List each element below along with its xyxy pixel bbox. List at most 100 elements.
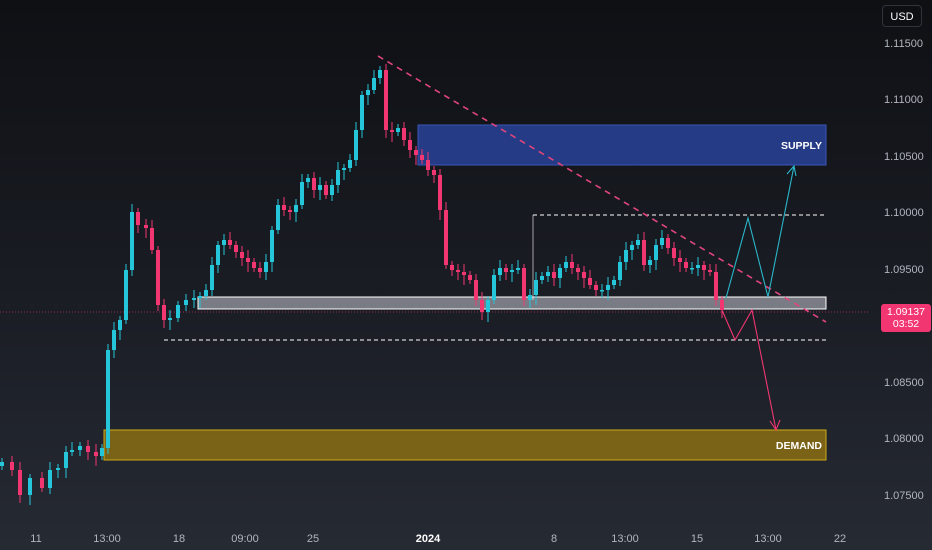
candle-bearish (252, 262, 256, 268)
current-price-value: 1.09137 (887, 306, 925, 318)
candle-bullish (516, 268, 520, 270)
time-tick: 13:00 (611, 533, 639, 545)
candle-bullish (176, 305, 180, 318)
candle-bullish (56, 468, 60, 470)
candle-bullish (486, 300, 490, 312)
candle-bearish (552, 272, 556, 278)
candle-bearish (408, 140, 412, 150)
candle-bearish (642, 240, 646, 265)
candle-bearish (588, 278, 592, 285)
candle-bearish (420, 155, 424, 160)
candle-bearish (438, 175, 442, 210)
candle-bearish (246, 258, 250, 262)
candle-bullish (306, 178, 310, 182)
candle-bullish (564, 262, 568, 268)
candle-bearish (714, 272, 718, 300)
price-tick: 1.08000 (884, 433, 924, 445)
candle-bearish (402, 128, 406, 140)
candle-bearish (94, 452, 98, 456)
supply-label: SUPPLY (781, 140, 822, 152)
candle-bearish (156, 250, 160, 305)
candle-bullish (558, 268, 562, 278)
candle-bearish (10, 462, 14, 470)
candle-bearish (666, 238, 670, 248)
candle-bullish (660, 238, 664, 245)
price-tick: 1.09500 (884, 264, 924, 276)
candle-bearish (324, 185, 328, 195)
candle-bearish (480, 300, 484, 312)
price-tick: 1.11500 (884, 38, 923, 50)
price-chart[interactable]: SUPPLY DEMAND (0, 0, 870, 528)
candle-bearish (384, 70, 388, 130)
candle-bullish (300, 182, 304, 205)
support-band[interactable] (197, 296, 827, 310)
candle-bullish (348, 160, 352, 168)
candle-bullish (600, 290, 604, 292)
candle-bearish (414, 150, 418, 155)
candle-bearish (150, 228, 154, 250)
candle-bullish (696, 265, 700, 268)
candle-bearish (594, 285, 598, 290)
candle-bullish (78, 446, 82, 450)
bullish-arrow-head (786, 164, 797, 177)
time-tick: 8 (550, 533, 558, 545)
chart-canvas[interactable]: SUPPLY DEMAND (0, 0, 870, 528)
candle-bearish (258, 268, 262, 272)
current-price-badge: 1.09137 03:52 (881, 304, 931, 332)
candle-bearish (720, 300, 724, 310)
bullish-projection-path (725, 165, 795, 299)
time-tick-year: 2024 (415, 533, 441, 545)
candle-bullish (130, 212, 134, 270)
candle-bullish (498, 268, 502, 275)
candle-bearish (390, 130, 394, 132)
candle-bearish (234, 245, 238, 252)
candle-bearish (136, 212, 140, 225)
candles (0, 64, 724, 505)
candle-bullish (112, 330, 116, 350)
candle-bullish (222, 240, 226, 245)
candle-bullish (342, 168, 346, 170)
candle-bullish (612, 280, 616, 285)
candle-bearish (474, 280, 478, 300)
candle-bullish (70, 450, 74, 452)
candle-bullish (360, 95, 364, 130)
currency-button[interactable]: USD (882, 5, 922, 27)
candle-bullish (630, 245, 634, 250)
candle-bullish (378, 70, 382, 78)
candle-bearish (456, 270, 460, 272)
candle-bearish (708, 270, 712, 272)
candle-bullish (168, 318, 172, 320)
time-tick: 15 (690, 533, 704, 545)
demand-zone[interactable] (103, 429, 827, 461)
candle-bearish (86, 446, 90, 452)
candle-bullish (636, 240, 640, 245)
time-tick: 11 (30, 533, 42, 545)
candle-bearish (162, 305, 166, 320)
descending-trendline[interactable] (377, 55, 827, 323)
candle-bearish (504, 268, 508, 272)
supply-zone[interactable] (417, 124, 827, 166)
price-axis[interactable]: 1.11500 1.11000 1.10500 1.10000 1.09500 … (870, 0, 932, 528)
candle-bearish (582, 272, 586, 278)
time-tick: 22 (833, 533, 847, 545)
candle-bullish (198, 296, 202, 298)
candle-bullish (546, 272, 550, 276)
bearish-projection-path (721, 308, 777, 431)
candle-bullish (0, 462, 4, 466)
candle-bearish (468, 275, 472, 280)
candle-bullish (216, 245, 220, 265)
candle-bearish (312, 178, 316, 190)
candle-bullish (294, 205, 298, 212)
candle-bearish (282, 205, 286, 210)
candle-bearish (144, 225, 148, 228)
candle-bullish (654, 245, 658, 260)
candle-bullish (618, 262, 622, 280)
time-axis[interactable]: 11 13:00 18 09:00 25 2024 8 13:00 15 13:… (0, 528, 870, 550)
candle-bullish (48, 470, 52, 488)
candle-bullish (534, 280, 538, 295)
candle-bullish (192, 298, 196, 300)
candle-bullish (106, 350, 110, 448)
candle-bullish (606, 285, 610, 290)
price-tick: 1.07500 (884, 490, 924, 502)
demand-label: DEMAND (776, 440, 822, 452)
